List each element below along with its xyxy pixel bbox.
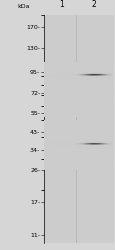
Text: 2: 2 bbox=[91, 0, 96, 9]
Text: 1: 1 bbox=[59, 0, 63, 9]
Text: kDa: kDa bbox=[17, 4, 30, 9]
